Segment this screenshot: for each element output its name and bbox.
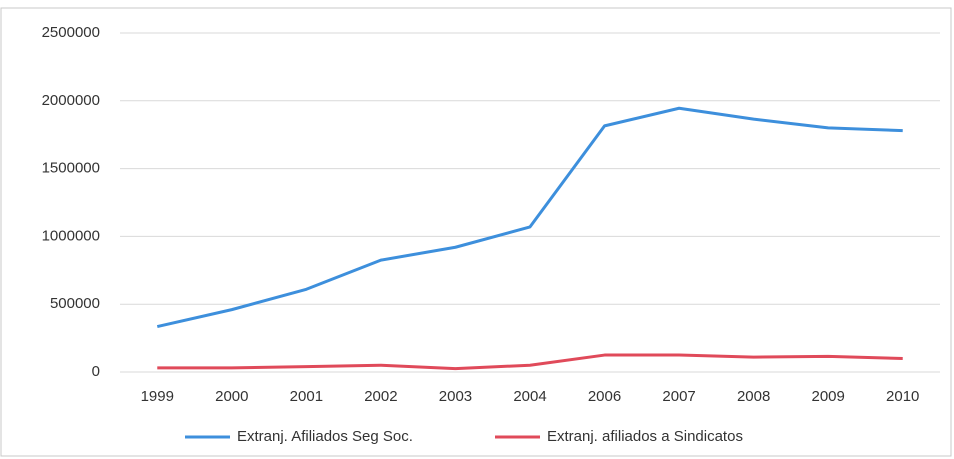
chart-border: [0, 7, 952, 457]
x-tick-label: 2007: [662, 388, 695, 405]
x-tick-label: 2009: [811, 388, 844, 405]
legend-label: Extranj. afiliados a Sindicatos: [547, 428, 743, 445]
y-tick-label: 500000: [50, 295, 100, 312]
x-tick-label: 2001: [290, 388, 323, 405]
series-line: [156, 106, 903, 329]
y-tick-label: 2500000: [42, 24, 100, 41]
x-tick-label: 2003: [439, 388, 472, 405]
x-tick-label: 2004: [513, 388, 546, 405]
y-tick-label: 1000000: [42, 227, 100, 244]
y-tick-label: 0: [92, 363, 100, 380]
x-tick-label: 2000: [215, 388, 248, 405]
x-tick-label: 2002: [364, 388, 397, 405]
x-tick-label: 2006: [588, 388, 621, 405]
x-tick-label: 2008: [737, 388, 770, 405]
x-tick-label: 1999: [141, 388, 174, 405]
series-line: [157, 353, 903, 371]
y-tick-label: 1500000: [42, 160, 100, 177]
x-tick-label: 2010: [886, 388, 919, 405]
legend-label: Extranj. Afiliados Seg Soc.: [237, 428, 413, 445]
y-tick-label: 2000000: [42, 92, 100, 109]
